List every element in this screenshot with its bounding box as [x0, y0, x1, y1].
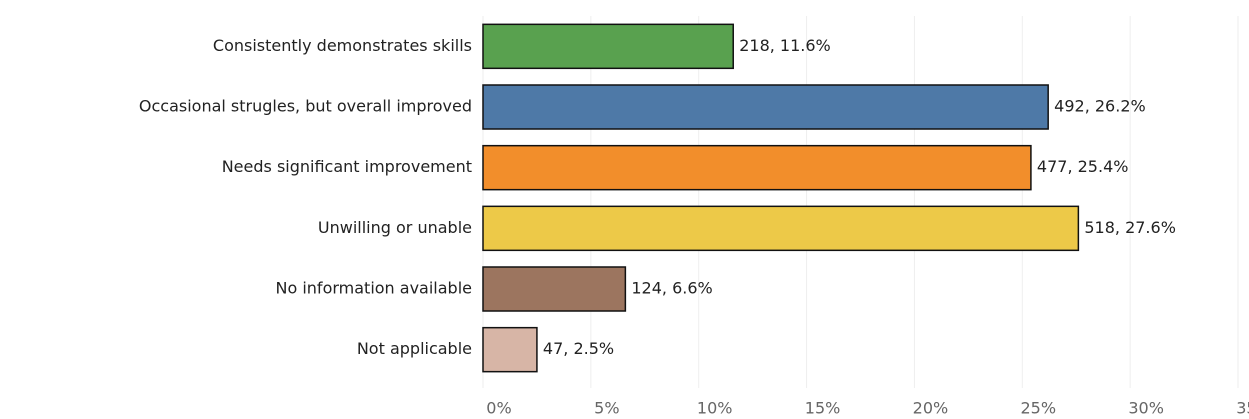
x-tick-label: 20%	[913, 399, 949, 418]
data-label: 47, 2.5%	[543, 339, 614, 358]
x-tick-label: 25%	[1021, 399, 1057, 418]
y-tick-label: Not applicable	[357, 339, 472, 358]
data-label: 124, 6.6%	[631, 279, 712, 298]
data-label: 518, 27.6%	[1084, 218, 1176, 237]
y-tick-label: Consistently demonstrates skills	[213, 36, 472, 55]
x-tick-label: 10%	[697, 399, 733, 418]
y-tick-label: No information available	[276, 279, 473, 298]
y-tick-label: Occasional strugles, but overall improve…	[139, 97, 472, 116]
y-tick-label: Needs significant improvement	[222, 157, 472, 176]
bar	[482, 84, 1049, 130]
bar	[482, 23, 734, 70]
x-tick-label: 0%	[486, 399, 511, 418]
data-label: 492, 26.2%	[1054, 97, 1146, 116]
data-label: 218, 11.6%	[739, 36, 831, 55]
x-tick-label: 15%	[805, 399, 841, 418]
x-tick-label: 30%	[1128, 399, 1164, 418]
y-tick-label: Unwilling or unable	[318, 218, 472, 237]
bar	[482, 144, 1032, 191]
bar	[482, 326, 538, 373]
bar	[482, 266, 627, 312]
data-label: 477, 25.4%	[1037, 157, 1129, 176]
bar	[482, 205, 1080, 252]
x-tick-label: 35%	[1236, 399, 1249, 418]
x-tick-label: 5%	[594, 399, 619, 418]
